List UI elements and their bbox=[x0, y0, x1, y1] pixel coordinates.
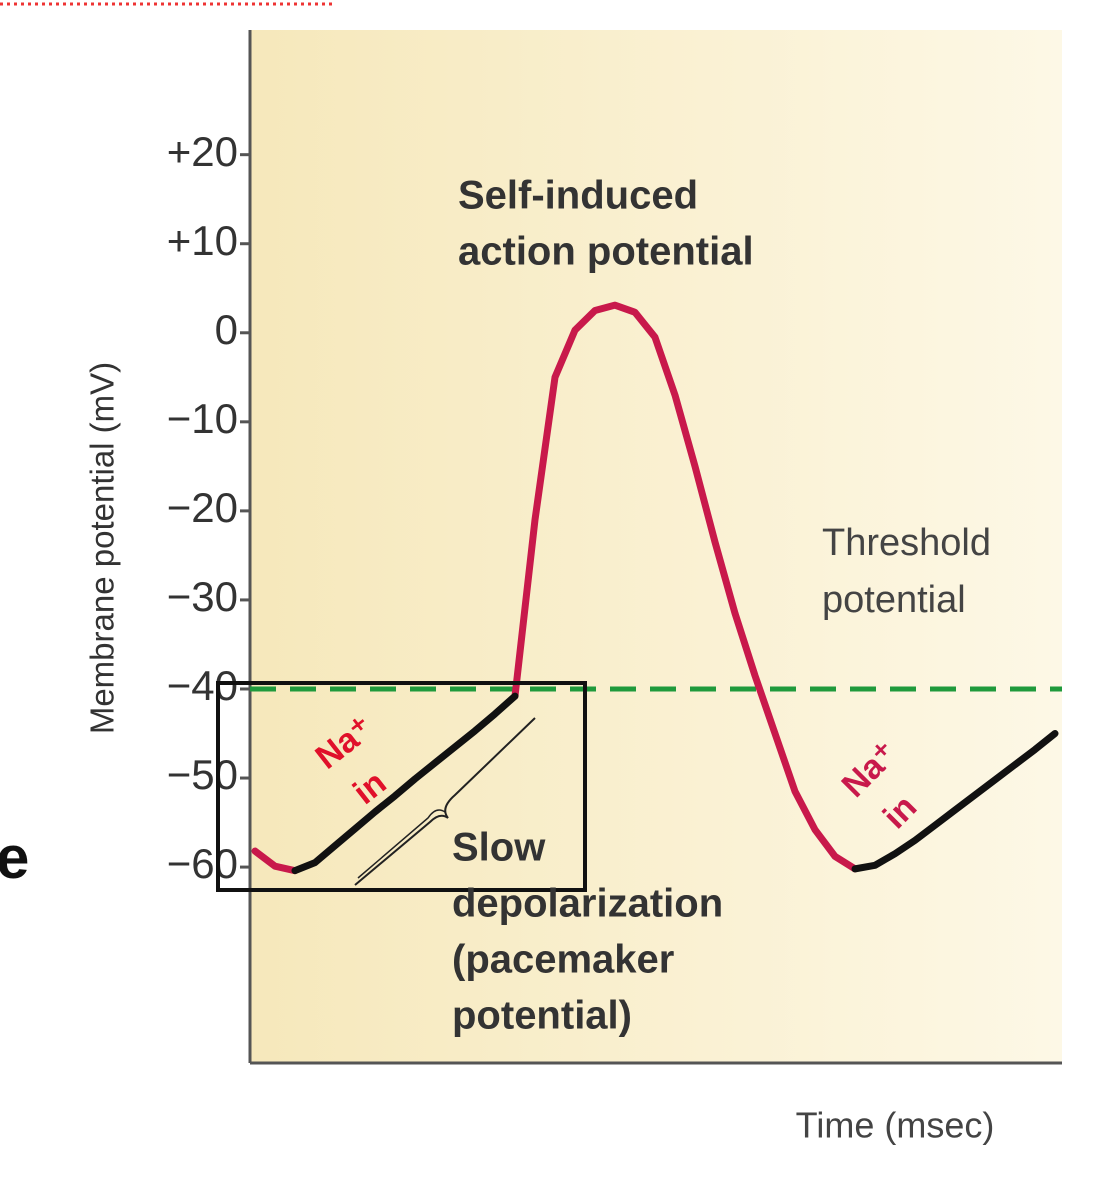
y-axis-label: Membrane potential (mV) bbox=[84, 362, 121, 734]
brace bbox=[354, 717, 536, 886]
y-tick-label: −10 bbox=[167, 395, 238, 442]
y-tick-label: +10 bbox=[167, 217, 238, 264]
data-line bbox=[291, 692, 1059, 875]
data-line bbox=[251, 301, 859, 875]
annotation: potential) bbox=[452, 994, 632, 1038]
highlight-box bbox=[216, 681, 587, 892]
y-tick-label: −30 bbox=[167, 573, 238, 620]
annotation: Threshold bbox=[822, 522, 991, 564]
x-axis-label: Time (msec) bbox=[796, 1105, 995, 1146]
brace-edge bbox=[357, 809, 446, 879]
y-tick-label: +20 bbox=[167, 128, 238, 175]
cut-off-text: e bbox=[0, 824, 29, 891]
y-tick-label: −40 bbox=[167, 662, 238, 709]
y-tick-label: −20 bbox=[167, 484, 238, 531]
y-tick-label: −60 bbox=[167, 840, 238, 887]
y-tick-label: 0 bbox=[215, 306, 238, 353]
y-tick-label: −50 bbox=[167, 751, 238, 798]
annotation: action potential bbox=[458, 230, 754, 274]
annotation: potential bbox=[822, 579, 966, 621]
annotation: Self-induced bbox=[458, 174, 698, 218]
annotation: depolarization bbox=[452, 882, 723, 926]
annotation: Slow bbox=[452, 826, 546, 870]
annotation: (pacemaker bbox=[452, 938, 674, 982]
